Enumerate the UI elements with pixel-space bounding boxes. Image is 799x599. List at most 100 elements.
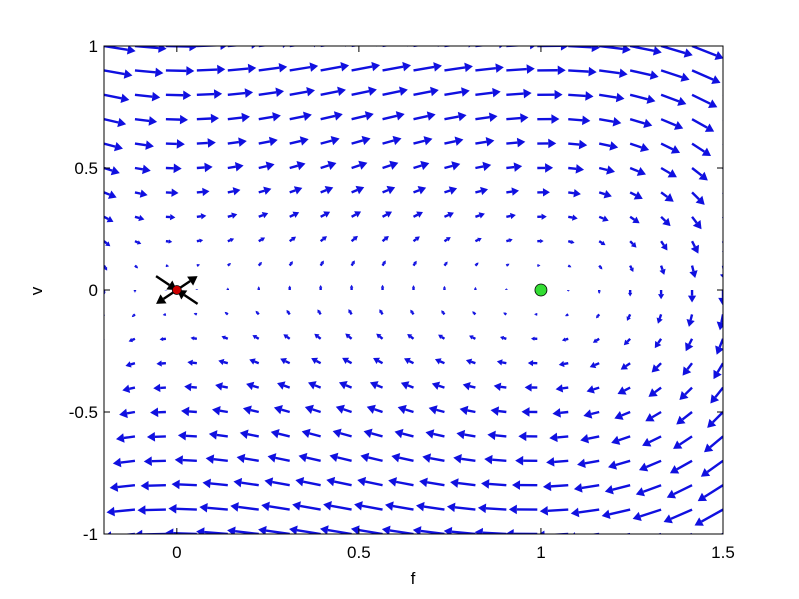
arrow-head	[667, 169, 677, 178]
arrow-shaft	[639, 508, 662, 518]
arrow-head	[397, 404, 407, 415]
vector-arrow	[444, 186, 458, 195]
arrow-head	[233, 477, 243, 488]
arrow-head	[690, 244, 700, 254]
vector-arrow	[598, 264, 603, 270]
arrow-head	[599, 266, 603, 270]
arrow-shaft	[444, 164, 453, 170]
vector-arrow	[227, 237, 235, 243]
vector-arrow	[474, 237, 482, 243]
arrow-head	[438, 334, 443, 340]
arrow-shaft	[318, 311, 322, 316]
arrow-head	[196, 288, 198, 290]
vector-arrow	[583, 409, 600, 419]
vector-arrow	[518, 431, 538, 442]
arrow-shaft	[258, 91, 277, 96]
vector-arrow	[496, 359, 507, 366]
arrow-head	[383, 235, 389, 241]
vector-arrow	[165, 213, 176, 221]
arrow-head	[673, 120, 684, 130]
arrow-head	[335, 404, 345, 414]
arrow-shaft	[716, 362, 723, 373]
arrow-head	[477, 503, 487, 514]
arrow-head	[295, 477, 305, 487]
arrow-head	[402, 61, 412, 72]
arrow-head	[677, 96, 687, 106]
vector-arrow	[134, 67, 164, 78]
vector-arrow	[598, 215, 609, 222]
arrow-head	[165, 528, 174, 534]
arrow-head	[332, 428, 342, 438]
arrow-head	[626, 316, 631, 321]
arrow-shaft	[578, 508, 600, 514]
fixed-points	[171, 283, 548, 297]
arrow-head	[558, 360, 565, 368]
vector-arrow	[474, 262, 479, 267]
vector-arrow	[221, 335, 229, 340]
arrow-head	[323, 211, 331, 218]
vector-arrow	[199, 502, 228, 513]
arrow-shaft	[382, 65, 404, 72]
vector-arrow	[623, 337, 632, 346]
vector-arrow	[196, 238, 204, 243]
arrow-head	[422, 453, 432, 463]
vector-arrow	[598, 117, 622, 127]
arrow-shaft	[257, 263, 262, 267]
arrow-head	[503, 312, 506, 315]
vector-arrow	[689, 265, 698, 279]
vector-arrow	[319, 525, 352, 534]
vector-arrow	[350, 525, 383, 534]
vector-arrow	[443, 285, 446, 290]
arrow-shaft	[567, 240, 572, 244]
arrow-shaft	[660, 191, 669, 198]
arrow-head	[635, 487, 645, 497]
arrow-head	[150, 407, 159, 418]
arrow-shaft	[320, 139, 333, 145]
arrow-head	[493, 382, 502, 391]
vector-arrow	[484, 454, 507, 465]
vector-arrow	[196, 64, 226, 75]
vector-arrow	[679, 386, 693, 401]
arrow-shaft	[350, 237, 356, 243]
arrow-head	[304, 404, 314, 414]
vector-arrow	[444, 62, 473, 73]
vector-arrow	[443, 211, 454, 219]
arrow-shaft	[134, 118, 150, 123]
arrow-head	[106, 215, 114, 223]
arrow-shaft	[506, 214, 511, 218]
arrow-shaft	[587, 435, 600, 440]
arrow-head	[345, 333, 351, 339]
arrow-head	[663, 514, 673, 524]
vector-arrow	[218, 358, 229, 366]
arrow-head	[197, 264, 201, 267]
arrow-head	[177, 430, 187, 441]
arrow-head	[380, 284, 385, 288]
vector-arrow	[537, 114, 560, 124]
arrow-shaft	[134, 93, 153, 98]
arrow-shaft	[658, 314, 663, 319]
vector-arrow	[308, 381, 322, 390]
vector-arrow	[568, 115, 591, 126]
arrow-head	[187, 359, 193, 366]
arrow-shaft	[691, 142, 705, 153]
arrow-shaft	[629, 240, 634, 245]
vector-arrow	[660, 166, 677, 178]
arrow-head	[292, 501, 301, 511]
arrow-head	[278, 62, 288, 73]
vector-arrow	[257, 286, 260, 290]
arrow-head	[670, 145, 681, 154]
vector-arrow	[715, 338, 723, 355]
arrow-shaft	[475, 116, 490, 121]
arrow-head	[213, 89, 223, 99]
arrow-shaft	[626, 337, 632, 343]
arrow-head	[673, 440, 683, 449]
arrow-shaft	[595, 337, 600, 342]
arrow-shaft	[315, 359, 322, 365]
arrow-head	[447, 211, 454, 219]
arrow-shaft	[120, 459, 136, 464]
vector-arrow	[289, 211, 300, 218]
arrow-shaft	[474, 238, 479, 243]
arrow-head	[289, 261, 293, 265]
vector-arrow	[573, 483, 600, 493]
arrow-head	[369, 381, 379, 390]
